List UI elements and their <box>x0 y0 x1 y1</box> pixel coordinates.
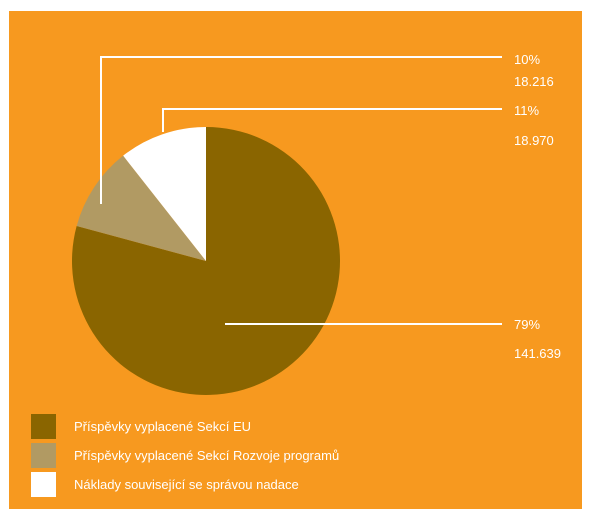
data-labels: 10% 18.216 11% 18.970 79% 141.639 <box>514 52 561 361</box>
leader-lines <box>100 56 502 325</box>
pie-slice-naklady <box>123 127 206 261</box>
pie-slice-rozvoj <box>76 155 206 261</box>
legend-swatch-naklady <box>31 472 56 497</box>
leader-line-rozvoj <box>100 56 502 204</box>
legend-item-rozvoj: Příspěvky vyplacené Sekcí Rozvoje progra… <box>31 443 339 468</box>
leader-line-naklady <box>162 108 502 132</box>
label-percent-eu: 79% <box>514 317 540 332</box>
label-value-naklady: 18.970 <box>514 133 554 148</box>
label-percent-naklady: 11% <box>514 103 539 118</box>
legend-swatch-eu <box>31 414 56 439</box>
label-value-eu: 141.639 <box>514 346 561 361</box>
label-percent-rozvoj: 10% <box>514 52 540 67</box>
legend-label-naklady: Náklady související se správou nadace <box>74 477 299 492</box>
legend-item-naklady: Náklady související se správou nadace <box>31 472 339 497</box>
legend-swatch-rozvoj <box>31 443 56 468</box>
label-value-rozvoj: 18.216 <box>514 74 554 89</box>
legend-item-eu: Příspěvky vyplacené Sekcí EU <box>31 414 339 439</box>
legend: Příspěvky vyplacené Sekcí EU Příspěvky v… <box>31 414 339 501</box>
legend-label-eu: Příspěvky vyplacené Sekcí EU <box>74 419 252 434</box>
pie-slice-eu <box>72 127 341 395</box>
pie-chart: 10% 18.216 11% 18.970 79% 141.639 <box>72 52 561 395</box>
legend-label-rozvoj: Příspěvky vyplacené Sekcí Rozvoje progra… <box>74 448 340 463</box>
pie-slices <box>72 127 341 395</box>
chart-panel: 10% 18.216 11% 18.970 79% 141.639 Příspě… <box>9 11 582 509</box>
